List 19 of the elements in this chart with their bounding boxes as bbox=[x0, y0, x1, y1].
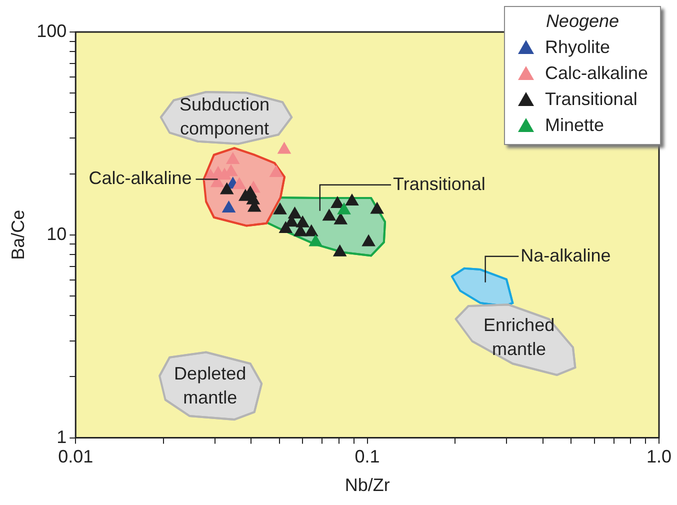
y-axis-title: Ba/Ce bbox=[8, 210, 28, 260]
series-label: Transitional bbox=[393, 174, 486, 194]
series-label: Na-alkaline bbox=[520, 245, 611, 266]
series-label: Enriched mantle bbox=[484, 315, 555, 360]
x-tick-label: 0.1 bbox=[354, 446, 380, 467]
legend-label: Minette bbox=[544, 114, 604, 136]
legend-label: Rhyolite bbox=[544, 36, 610, 58]
series-label: Depleted mantle bbox=[174, 364, 246, 408]
legend-title: Neogene bbox=[544, 11, 620, 32]
x-tick-label: 0.01 bbox=[58, 446, 94, 467]
x-tick-label: 1.0 bbox=[646, 446, 672, 467]
x-axis-title: Nb/Zr bbox=[344, 475, 390, 496]
legend-label: Calc-alkaline bbox=[544, 62, 648, 84]
y-tick-label: 100 bbox=[36, 20, 67, 41]
y-tick-label: 1 bbox=[56, 426, 67, 447]
series-label: Calc-alkaline bbox=[88, 168, 192, 188]
series-label: Subduction component bbox=[179, 94, 270, 138]
y-tick-label: 10 bbox=[46, 224, 67, 244]
legend-label: Transitional bbox=[544, 88, 638, 110]
